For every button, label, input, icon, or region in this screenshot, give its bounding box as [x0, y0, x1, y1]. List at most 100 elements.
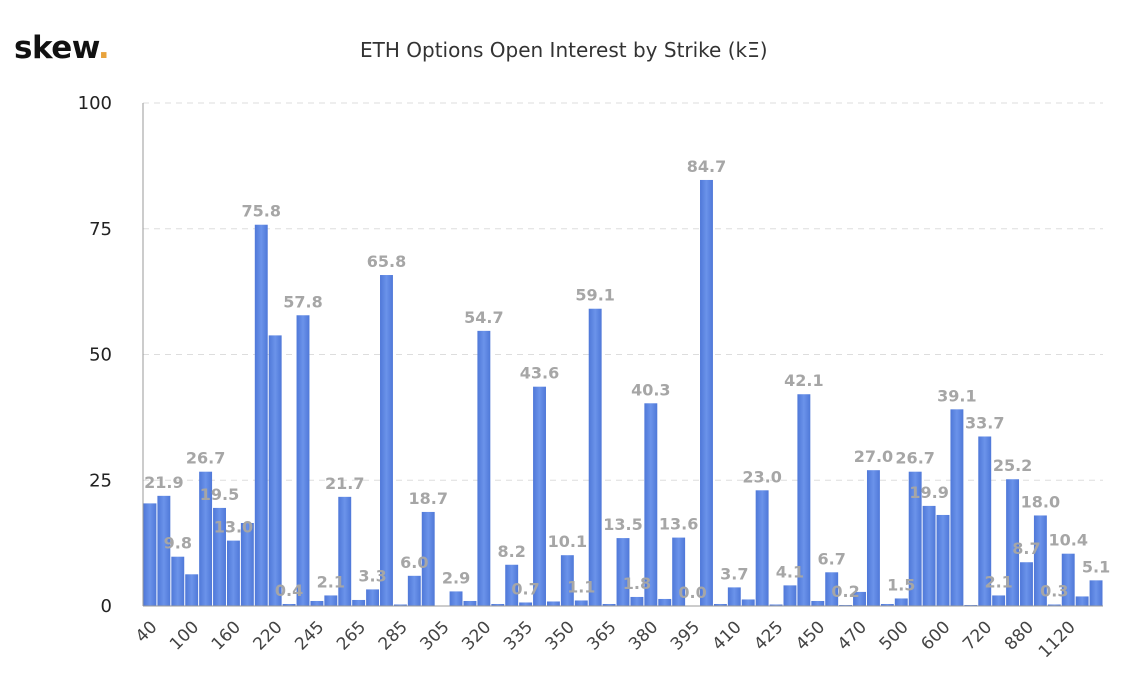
bar — [477, 330, 491, 606]
data-label: 84.7 — [687, 157, 726, 176]
data-label: 4.1 — [776, 562, 804, 581]
bar — [338, 496, 352, 606]
bar — [741, 599, 755, 606]
y-tick-label: 25 — [89, 470, 112, 491]
data-label: 6.7 — [818, 549, 846, 568]
data-label: 23.0 — [742, 467, 781, 486]
bar — [783, 585, 797, 606]
bar — [825, 572, 839, 606]
bar — [672, 537, 686, 606]
bar — [1075, 596, 1089, 606]
data-label: 1.1 — [567, 577, 595, 596]
bar — [1061, 553, 1075, 606]
logo-dot: . — [97, 30, 110, 66]
data-label: 1.5 — [887, 575, 915, 594]
bar — [185, 574, 199, 606]
data-label: 39.1 — [937, 386, 976, 405]
data-label: 54.7 — [464, 308, 503, 327]
data-label: 18.7 — [408, 489, 447, 508]
data-label: 13.5 — [603, 515, 642, 534]
bar — [950, 409, 964, 606]
data-label: 0.0 — [678, 583, 706, 602]
data-label: 2.1 — [317, 572, 345, 591]
x-tick-label: 320 — [458, 617, 495, 654]
bar — [268, 335, 282, 606]
x-tick-label: 335 — [500, 617, 537, 654]
bar — [978, 436, 992, 606]
bar — [839, 604, 853, 606]
bar — [769, 604, 783, 606]
x-tick-label: 500 — [876, 617, 913, 654]
data-label: 13.0 — [214, 518, 253, 537]
bar — [491, 603, 505, 606]
bar — [992, 595, 1006, 606]
data-label: 10.4 — [1048, 531, 1087, 550]
chart-title: ETH Options Open Interest by Strike (kΞ) — [360, 38, 768, 62]
bar — [254, 224, 268, 606]
bar — [366, 589, 380, 606]
x-tick-label: 395 — [667, 617, 704, 654]
bar — [143, 503, 157, 606]
bar — [324, 595, 338, 606]
bar — [380, 275, 393, 606]
data-label: 6.0 — [400, 553, 428, 572]
data-label: 19.5 — [200, 485, 239, 504]
bar — [713, 603, 727, 606]
bar — [199, 471, 213, 606]
x-tick-label: 40 — [132, 617, 161, 646]
bar — [866, 470, 880, 606]
y-tick-label: 75 — [89, 219, 112, 240]
data-label: 59.1 — [575, 286, 614, 305]
bar — [880, 603, 894, 606]
x-tick-label: 380 — [625, 617, 662, 654]
bar — [936, 514, 950, 606]
bar — [560, 555, 574, 606]
x-tick-label: 1120 — [1035, 617, 1080, 662]
bar — [533, 386, 546, 606]
bar — [894, 598, 908, 606]
data-label: 33.7 — [965, 413, 1004, 432]
data-label: 10.1 — [548, 532, 587, 551]
y-tick-label: 0 — [101, 596, 112, 617]
x-tick-label: 245 — [291, 617, 328, 654]
x-tick-label: 425 — [750, 617, 787, 654]
bar — [700, 179, 713, 607]
bar — [964, 604, 978, 606]
data-label: 25.2 — [993, 456, 1032, 475]
bar — [352, 599, 366, 606]
data-label: 8.7 — [1012, 539, 1040, 558]
bar — [908, 471, 922, 606]
data-label: 26.7 — [895, 449, 934, 468]
data-label: 0.4 — [275, 581, 303, 600]
bar — [505, 564, 519, 606]
bar — [421, 511, 435, 606]
data-label: 0.3 — [1040, 581, 1068, 600]
data-label: 21.7 — [325, 474, 364, 493]
x-tick-label: 365 — [583, 617, 620, 654]
bar — [449, 591, 463, 606]
bar — [463, 600, 477, 606]
data-label: 8.2 — [498, 542, 526, 561]
data-label: 43.6 — [520, 364, 559, 383]
x-tick-label: 160 — [208, 617, 245, 654]
bar — [811, 600, 825, 606]
bar — [240, 523, 254, 606]
data-label: 2.1 — [984, 572, 1012, 591]
bar — [658, 598, 672, 606]
skew-logo: skew. — [14, 30, 110, 66]
data-label: 26.7 — [186, 449, 225, 468]
x-tick-label: 450 — [792, 617, 829, 654]
bar — [407, 575, 421, 606]
bar — [226, 540, 240, 606]
bar — [213, 507, 226, 606]
y-tick-label: 50 — [89, 345, 112, 366]
data-label: 3.7 — [720, 564, 748, 583]
x-tick-label: 350 — [542, 617, 579, 654]
bar — [574, 600, 588, 606]
x-tick-label: 285 — [375, 617, 412, 654]
data-label: 18.0 — [1021, 492, 1060, 511]
bar — [644, 403, 658, 606]
bar — [1006, 479, 1020, 606]
x-tick-label: 720 — [959, 617, 996, 654]
